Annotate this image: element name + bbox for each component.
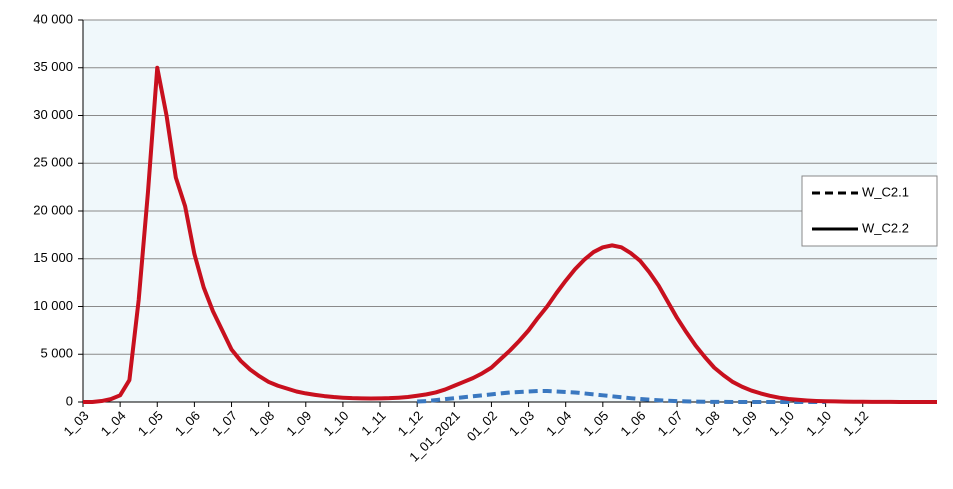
x-tick-label: 1_09 xyxy=(283,408,314,439)
x-tick-label: 1_08 xyxy=(246,408,277,439)
x-tick-label: 1_03 xyxy=(60,408,91,439)
x-tick-label: 1_06 xyxy=(617,408,648,439)
x-tick-label: 1_09 xyxy=(729,408,760,439)
legend: W_C2.1 W_C2.2 xyxy=(801,175,938,247)
x-tick-label: 1_06 xyxy=(172,408,203,439)
legend-box xyxy=(801,175,938,247)
series-line xyxy=(417,389,826,404)
x-tick-label: 1_11 xyxy=(358,408,388,438)
y-tick-label: 35 000 xyxy=(33,59,73,74)
x-tick-label: 1_05 xyxy=(580,408,611,439)
y-tick-label: 10 000 xyxy=(33,298,73,313)
x-tick-label: 1_03 xyxy=(506,408,537,439)
x-tick-label: 1_07 xyxy=(655,408,686,439)
y-tick-label: 20 000 xyxy=(33,202,73,217)
x-tick-label: 1_10 xyxy=(803,408,834,439)
y-tick-label: 25 000 xyxy=(33,155,73,170)
x-tick-label: 1_10 xyxy=(766,408,797,439)
x-tick-label: 1_12 xyxy=(395,408,426,439)
y-tick-label: 5 000 xyxy=(40,346,73,361)
x-tick-label: 1_04 xyxy=(98,408,129,439)
x-tick-label: 1_10 xyxy=(320,408,351,439)
x-tick-label: 01_02 xyxy=(464,408,500,444)
x-tick-label: 1_12 xyxy=(840,408,871,439)
x-tick-label: 1_04 xyxy=(543,408,574,439)
x-tick-label: 1_07 xyxy=(209,408,240,439)
legend-label: W_C2.2 xyxy=(862,220,909,235)
x-tick-label: 1_08 xyxy=(692,408,723,439)
y-tick-label: 40 000 xyxy=(33,11,73,26)
y-tick-label: 15 000 xyxy=(33,250,73,265)
legend-label: W_C2.1 xyxy=(862,184,909,199)
y-tick-label: 30 000 xyxy=(33,107,73,122)
x-tick-label: 1_05 xyxy=(135,408,166,439)
y-tick-label: 0 xyxy=(66,393,73,408)
series-line xyxy=(83,65,937,404)
